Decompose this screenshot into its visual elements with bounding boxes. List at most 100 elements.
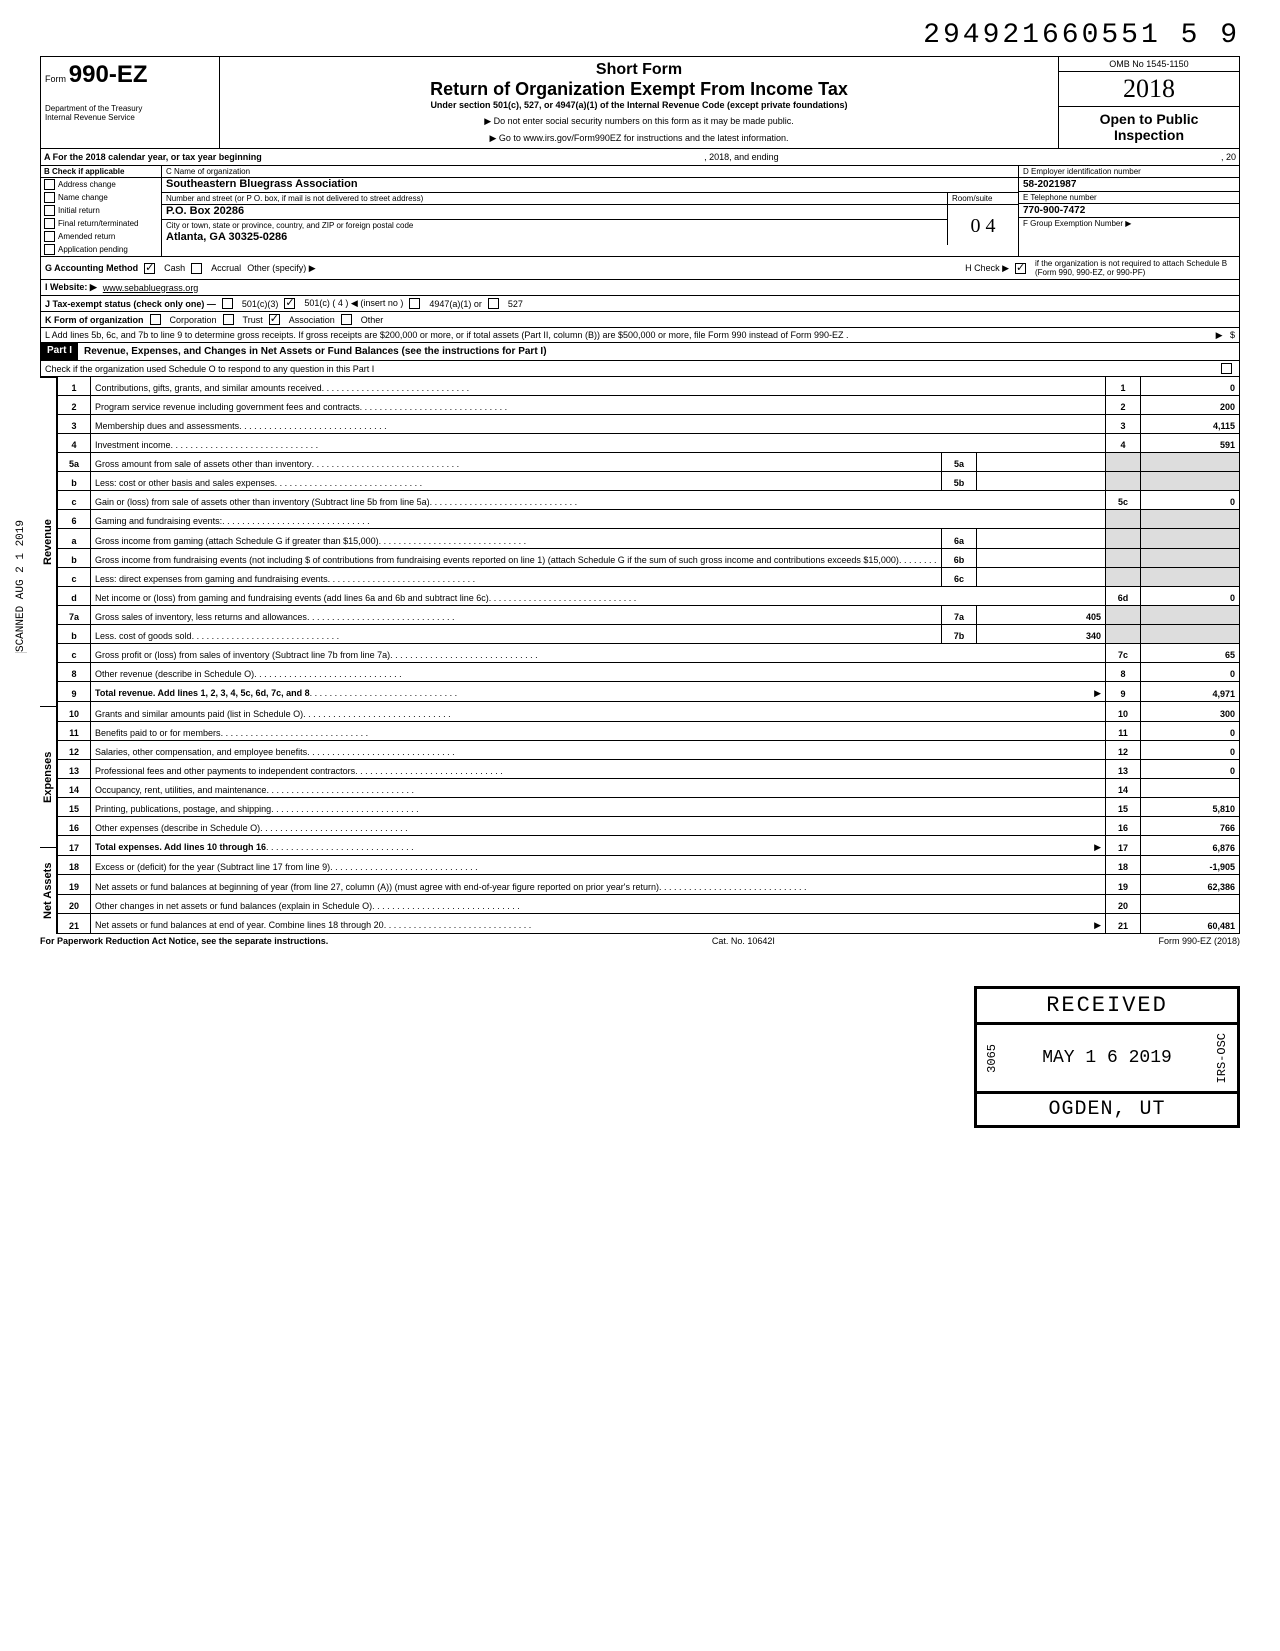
mid-box-val [977, 529, 1106, 548]
col-b-title: B Check if applicable [44, 167, 124, 176]
checkbox-501c[interactable] [284, 298, 295, 309]
line-l18: 18Excess or (deficit) for the year (Subt… [58, 856, 1240, 875]
line-box-num: 3 [1106, 415, 1141, 434]
line-box-num: 15 [1106, 797, 1141, 816]
line-box-num: 11 [1106, 721, 1141, 740]
org-name: Southeastern Bluegrass Association [162, 178, 1018, 193]
line-box-num: 8 [1106, 663, 1141, 682]
mid-box-val [977, 472, 1106, 491]
checkbox-address-change[interactable] [44, 179, 55, 190]
checkbox-h[interactable] [1015, 263, 1026, 274]
checkbox-initial-return[interactable] [44, 205, 55, 216]
omb-number: OMB No 1545-1150 [1059, 57, 1239, 72]
footer-left: For Paperwork Reduction Act Notice, see … [40, 936, 328, 946]
part-1-title: Revenue, Expenses, and Changes in Net As… [78, 343, 553, 360]
line-amount: -1,905 [1141, 856, 1240, 875]
row-a: A For the 2018 calendar year, or tax yea… [40, 149, 1240, 166]
checkbox-name-change[interactable] [44, 192, 55, 203]
stamp-side-left: 3065 [985, 1044, 999, 1073]
line-amount: 4,971 [1141, 682, 1240, 702]
tax-year: 2018 [1059, 72, 1239, 107]
line-l9: 9Total revenue. Add lines 1, 2, 3, 4, 5c… [58, 682, 1240, 702]
line-desc: Gross income from fundraising events (no… [91, 548, 942, 567]
line-desc: Total revenue. Add lines 1, 2, 3, 4, 5c,… [91, 682, 1106, 702]
org-name-label: C Name of organization [162, 166, 1018, 178]
addr-value: P.O. Box 20286 [162, 205, 947, 220]
checkbox-4947[interactable] [409, 298, 420, 309]
line-num: 14 [58, 778, 91, 797]
label-accrual: Accrual [211, 263, 241, 273]
line-num: 21 [58, 913, 91, 933]
line-amount: 62,386 [1141, 875, 1240, 894]
line-amount: 0 [1141, 759, 1240, 778]
label-initial-return: Initial return [58, 206, 100, 215]
checkbox-501c3[interactable] [222, 298, 233, 309]
checkbox-assoc[interactable] [269, 314, 280, 325]
checkbox-schedule-o[interactable] [1221, 363, 1232, 374]
line-box-num: 2 [1106, 395, 1141, 414]
row-a-right: , 20 [1221, 152, 1236, 162]
label-501c: 501(c) ( 4 ) ◀ (insert no ) [304, 298, 403, 309]
line-box-num: 13 [1106, 759, 1141, 778]
part-1-check-row: Check if the organization used Schedule … [40, 361, 1240, 377]
goto-link: ▶ Go to www.irs.gov/Form990EZ for instru… [224, 133, 1054, 144]
line-box-num: 10 [1106, 702, 1141, 721]
line-desc: Net assets or fund balances at end of ye… [91, 913, 1106, 933]
checkbox-trust[interactable] [223, 314, 234, 325]
line-num: 3 [58, 415, 91, 434]
checkbox-corp[interactable] [150, 314, 161, 325]
tel-label: E Telephone number [1019, 192, 1239, 204]
line-desc: Gaming and fundraising events: [91, 510, 1106, 529]
stamp-date: MAY 1 6 2019 [1042, 1048, 1172, 1068]
line-l5b: bLess: cost or other basis and sales exp… [58, 472, 1240, 491]
line-amount: 5,810 [1141, 797, 1240, 816]
gray-cell [1106, 453, 1141, 472]
line-desc: Membership dues and assessments [91, 415, 1106, 434]
checkbox-527[interactable] [488, 298, 499, 309]
checkbox-other-org[interactable] [341, 314, 352, 325]
checkbox-app-pending[interactable] [44, 244, 55, 255]
line-l3: 3Membership dues and assessments34,115 [58, 415, 1240, 434]
checkbox-accrual[interactable] [191, 263, 202, 274]
line-desc: Less: direct expenses from gaming and fu… [91, 567, 942, 586]
line-num: 20 [58, 894, 91, 913]
treasury-dept: Department of the Treasury Internal Reve… [45, 104, 215, 122]
stamp-side-right: IRS-OSC [1215, 1033, 1229, 1083]
ein-value: 58-2021987 [1019, 178, 1239, 192]
mid-box-num: 5a [942, 453, 977, 472]
line-amount: 0 [1141, 721, 1240, 740]
label-assoc: Association [289, 315, 335, 325]
label-address-change: Address change [58, 180, 116, 189]
label-other-method: Other (specify) ▶ [247, 263, 315, 274]
mid-box-num: 5b [942, 472, 977, 491]
line-box-num: 6d [1106, 586, 1141, 605]
ein-label: D Employer identification number [1019, 166, 1239, 178]
line-num: d [58, 586, 91, 605]
short-form-title: Short Form [224, 61, 1054, 79]
h-label: H Check ▶ [965, 263, 1009, 274]
line-amount: 766 [1141, 816, 1240, 835]
line-amount: 0 [1141, 377, 1240, 395]
line-box-num: 7c [1106, 643, 1141, 662]
line-box-num: 12 [1106, 740, 1141, 759]
form-number: 990-EZ [69, 61, 148, 88]
checkbox-amended[interactable] [44, 231, 55, 242]
checkbox-cash[interactable] [144, 263, 155, 274]
line-amount: 300 [1141, 702, 1240, 721]
line-l8: 8Other revenue (describe in Schedule O)8… [58, 663, 1240, 682]
j-text: J Tax-exempt status (check only one) — [45, 299, 216, 309]
line-box-num: 5c [1106, 491, 1141, 510]
section-bcd: B Check if applicable Address change Nam… [40, 166, 1240, 257]
line-l7a: 7aGross sales of inventory, less returns… [58, 605, 1240, 624]
checkbox-final-return[interactable] [44, 218, 55, 229]
line-box-num: 14 [1106, 778, 1141, 797]
line-l6c: cLess: direct expenses from gaming and f… [58, 567, 1240, 586]
line-num: 9 [58, 682, 91, 702]
handwritten-04: 0 4 [948, 205, 1018, 238]
line-num: 6 [58, 510, 91, 529]
label-app-pending: Application pending [58, 245, 128, 254]
line-num: 7a [58, 605, 91, 624]
mid-box-num: 6a [942, 529, 977, 548]
line-desc: Grants and similar amounts paid (list in… [91, 702, 1106, 721]
line-num: 1 [58, 377, 91, 395]
